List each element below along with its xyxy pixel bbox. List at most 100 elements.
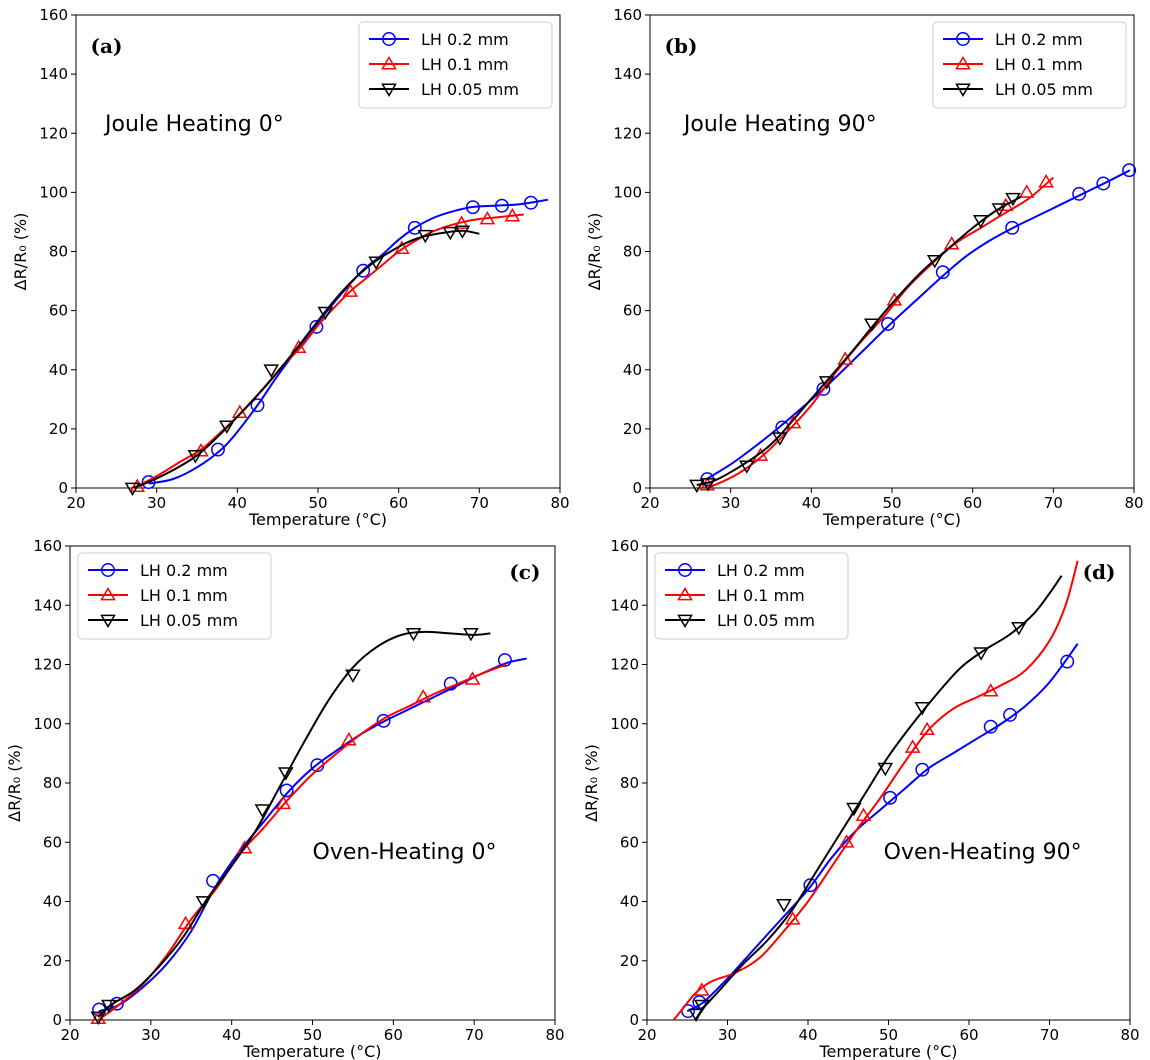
x-tick-label: 60 [389, 494, 408, 512]
series-3 [90, 627, 491, 1025]
series-2 [129, 208, 524, 492]
y-tick-label: 140 [610, 596, 639, 614]
y-tick-label: 120 [39, 124, 68, 142]
x-tick-label: 20 [637, 1026, 656, 1044]
x-tick-label: 20 [66, 494, 85, 512]
x-axis-label: Temperature (°C) [248, 510, 387, 529]
legend-label: LH 0.1 mm [995, 55, 1083, 74]
y-axis-label: ΔR/R₀ (%) [11, 213, 30, 291]
series-line [136, 213, 524, 488]
data-point [693, 999, 710, 1014]
data-point [309, 319, 324, 334]
data-point [919, 721, 935, 736]
legend: LH 0.2 mm LH 0.1 mm LH 0.05 mm [358, 21, 553, 109]
y-tick-label: 40 [43, 893, 62, 911]
data-point [277, 767, 294, 781]
data-point [991, 203, 1008, 217]
data-point [494, 198, 509, 213]
x-tick-label: 50 [879, 1026, 898, 1044]
x-tick-label: 80 [545, 1026, 564, 1044]
data-point [772, 432, 788, 446]
x-tick-label: 60 [384, 1026, 403, 1044]
x-tick-label: 80 [1120, 1026, 1139, 1044]
x-tick-label: 20 [640, 494, 659, 512]
data-point [1003, 707, 1018, 722]
y-tick-label: 60 [620, 833, 639, 851]
x-tick-label: 60 [963, 494, 982, 512]
y-tick-label: 80 [43, 774, 62, 792]
y-tick-label: 20 [49, 420, 68, 438]
data-point [846, 802, 862, 817]
data-point [883, 790, 898, 805]
x-tick-label: 40 [222, 1026, 241, 1044]
data-point [775, 899, 792, 913]
y-tick-label: 20 [43, 952, 62, 970]
data-point [317, 306, 334, 321]
data-point [837, 351, 854, 365]
y-tick-label: 0 [58, 479, 68, 497]
legend-label: LH 0.2 mm [717, 561, 805, 580]
data-point [983, 719, 998, 734]
data-point [693, 982, 710, 996]
series-line [694, 575, 1063, 1020]
legend-marker [382, 32, 396, 46]
data-point [886, 292, 903, 306]
data-point [195, 896, 212, 910]
series-3 [124, 225, 480, 496]
legend-label: LH 0.05 mm [140, 611, 238, 630]
y-tick-label: 0 [52, 1011, 62, 1029]
y-tick-label: 140 [613, 65, 642, 83]
data-point [818, 376, 835, 390]
x-tick-label: 50 [303, 1026, 322, 1044]
data-point [784, 911, 801, 925]
legend-label: LH 0.2 mm [140, 561, 228, 580]
data-point [1122, 163, 1137, 178]
series-line [672, 560, 1079, 1020]
y-tick-label: 160 [613, 6, 642, 24]
x-tick-label: 80 [550, 494, 569, 512]
legend-marker [955, 83, 971, 97]
panel-b: 20 30 40 50 60 70 80020406080100120140160Tempe… [585, 6, 1144, 529]
y-tick-label: 100 [39, 183, 68, 201]
x-tick-label: 30 [718, 1026, 737, 1044]
data-point [454, 225, 471, 239]
data-point [368, 256, 384, 270]
x-axis-label: Temperature (°C) [818, 1042, 957, 1060]
panel-label: (d) [1083, 560, 1116, 584]
data-point [972, 215, 989, 229]
legend-label: LH 0.2 mm [995, 30, 1083, 49]
y-axis-label: ΔR/R₀ (%) [585, 213, 604, 291]
x-tick-label: 60 [959, 1026, 978, 1044]
data-point [90, 1011, 107, 1025]
legend-marker [678, 563, 692, 577]
legend-box [654, 552, 849, 640]
series-1 [141, 195, 549, 490]
y-tick-label: 80 [49, 243, 68, 261]
data-point [453, 215, 470, 229]
data-point [982, 683, 999, 697]
data-point [124, 482, 141, 496]
data-point [863, 318, 880, 332]
data-point [211, 442, 225, 457]
data-point [342, 283, 359, 297]
data-point [504, 208, 521, 222]
y-tick-label: 60 [43, 833, 62, 851]
data-point [1060, 654, 1075, 669]
data-point [417, 229, 434, 244]
y-tick-label: 140 [39, 65, 68, 83]
data-point [407, 220, 422, 235]
series-3 [688, 575, 1063, 1023]
data-point [236, 840, 253, 854]
data-point [206, 873, 221, 888]
data-point [524, 195, 538, 210]
x-tick-label: 50 [882, 494, 901, 512]
series-line [686, 643, 1079, 1013]
x-tick-label: 70 [1044, 494, 1063, 512]
y-axis-label: ΔR/R₀ (%) [582, 744, 601, 822]
data-point [279, 783, 294, 798]
x-tick-label: 20 [60, 1026, 79, 1044]
panel-label: (a) [91, 34, 123, 58]
y-tick-label: 120 [610, 656, 639, 674]
legend-marker [101, 563, 115, 577]
legend-marker [100, 587, 116, 601]
